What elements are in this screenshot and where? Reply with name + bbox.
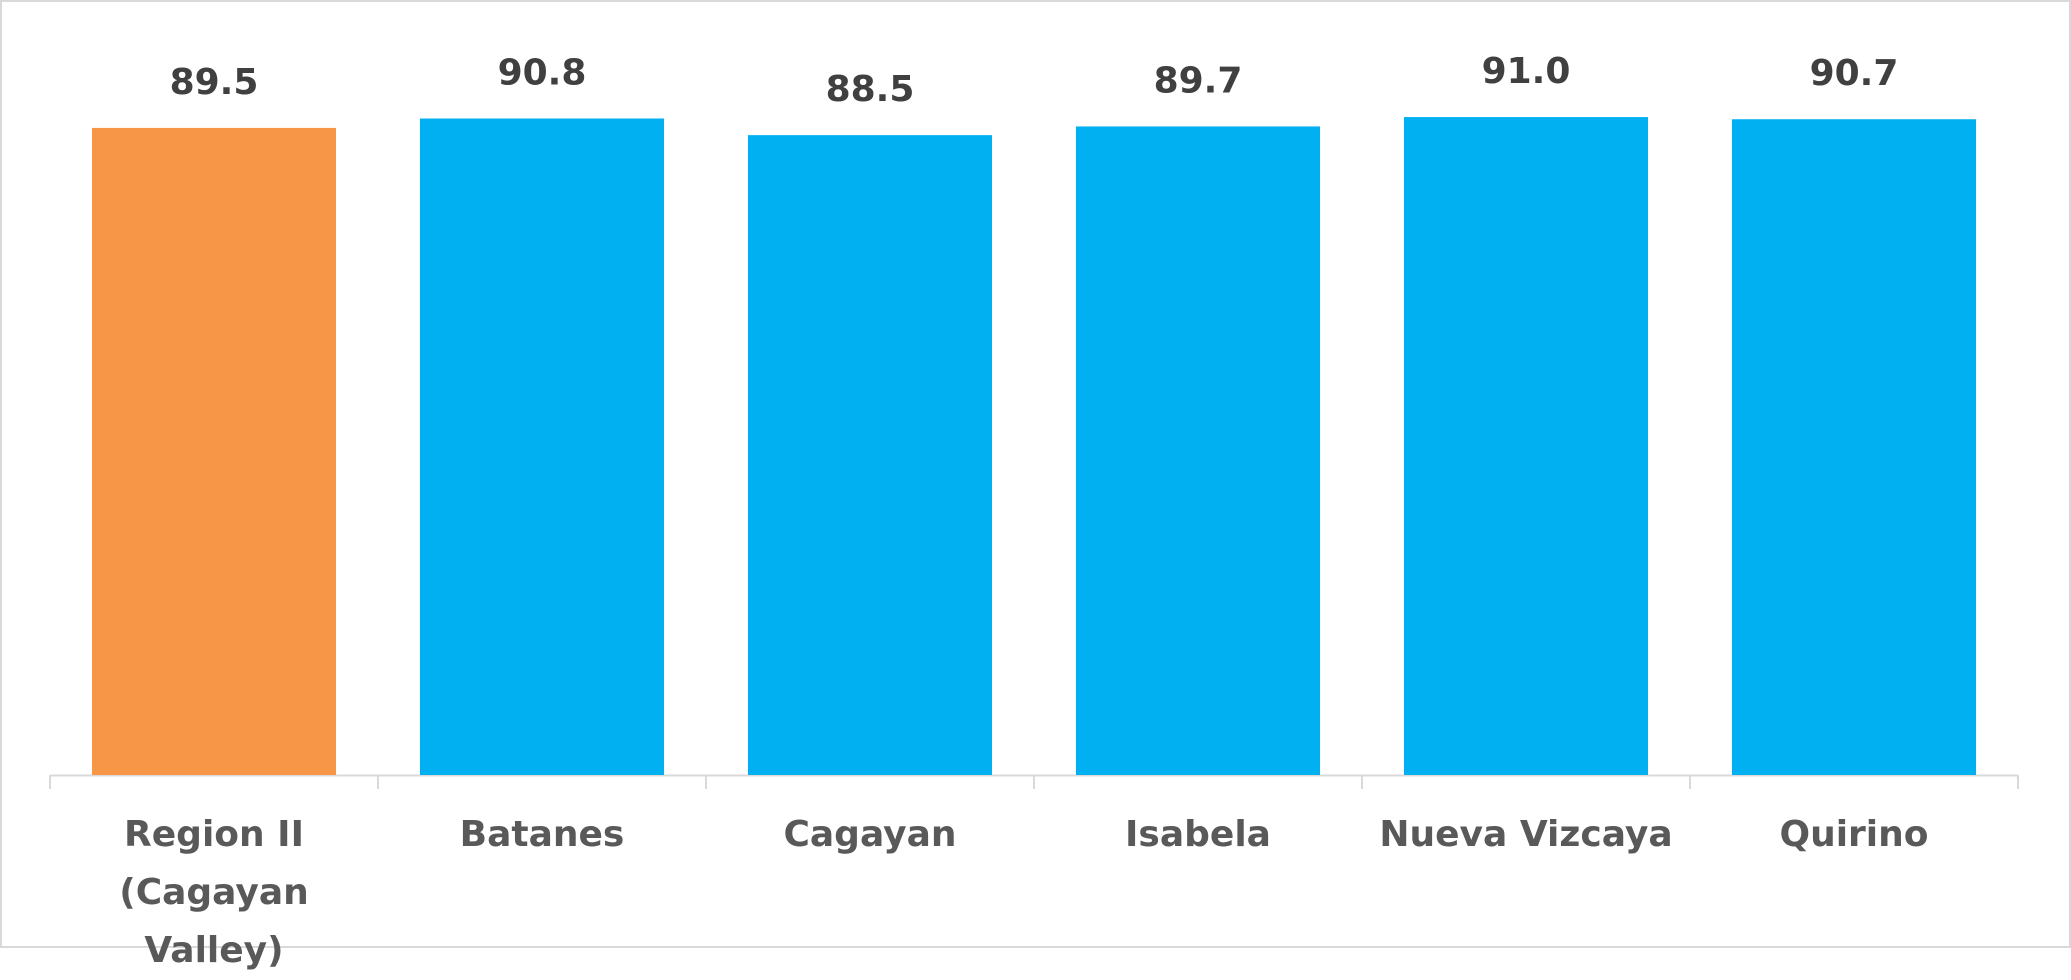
bar [91, 127, 337, 776]
x-tick-label: Batanes [459, 814, 625, 855]
value-label: 90.7 [1810, 53, 1899, 94]
bar [1403, 117, 1649, 775]
x-tick-label: Region II (Cagayan Valley) [119, 814, 309, 971]
value-label: 91.0 [1482, 51, 1571, 92]
bar [1075, 126, 1321, 776]
value-label: 88.5 [826, 69, 915, 110]
chart: 89.5 90.8 88.5 89.7 91.0 90.7 [49, 51, 2019, 789]
value-label: 89.7 [1154, 60, 1243, 101]
x-tick-label: Nueva Vizcaya [1379, 814, 1673, 855]
bar [1731, 119, 1977, 775]
bar [419, 118, 665, 776]
value-label: 89.5 [170, 62, 259, 103]
x-tick-label: Quirino [1779, 814, 1929, 855]
x-tick-label: Isabela [1125, 814, 1271, 855]
bar [747, 135, 993, 775]
chart-frame [0, 0, 2071, 948]
x-tick-label: Cagayan [783, 814, 957, 855]
value-label: 90.8 [498, 53, 587, 94]
